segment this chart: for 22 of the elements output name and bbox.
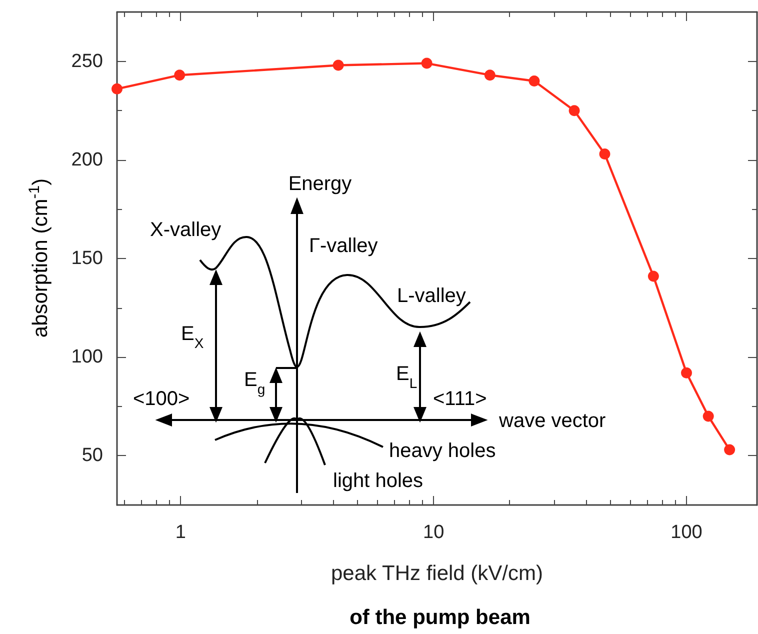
x-tick-label: 1 <box>175 522 186 543</box>
annotation: X-valley <box>150 219 222 241</box>
text: of the pump beam <box>350 606 530 629</box>
annotation: Γ-valley <box>309 235 378 257</box>
annotation: <111> <box>433 388 487 410</box>
y-tick-label: 150 <box>71 248 103 269</box>
x-axis-title: peak THz field (kV/cm) <box>331 562 543 585</box>
y-tick-label: 250 <box>71 50 103 72</box>
y-tick-label: 200 <box>71 149 103 170</box>
annotation: wave vector <box>498 410 606 432</box>
annotation: heavy holes <box>389 440 496 462</box>
x-tick-label: 100 <box>670 522 702 543</box>
annotation: light holes <box>333 470 424 492</box>
annotation: E$_{g}$ <box>244 369 266 397</box>
y-tick-label: 50 <box>82 445 103 466</box>
annotation: L-valley <box>397 285 466 307</box>
annotation: <100> <box>133 388 190 410</box>
annotation: E$_{X}$ <box>181 323 204 351</box>
x-tick-label: 10 <box>423 522 444 543</box>
annotation: Energy <box>288 173 352 195</box>
annotation: E$_{L}$ <box>396 363 418 391</box>
y-tick-label: 100 <box>71 346 103 368</box>
